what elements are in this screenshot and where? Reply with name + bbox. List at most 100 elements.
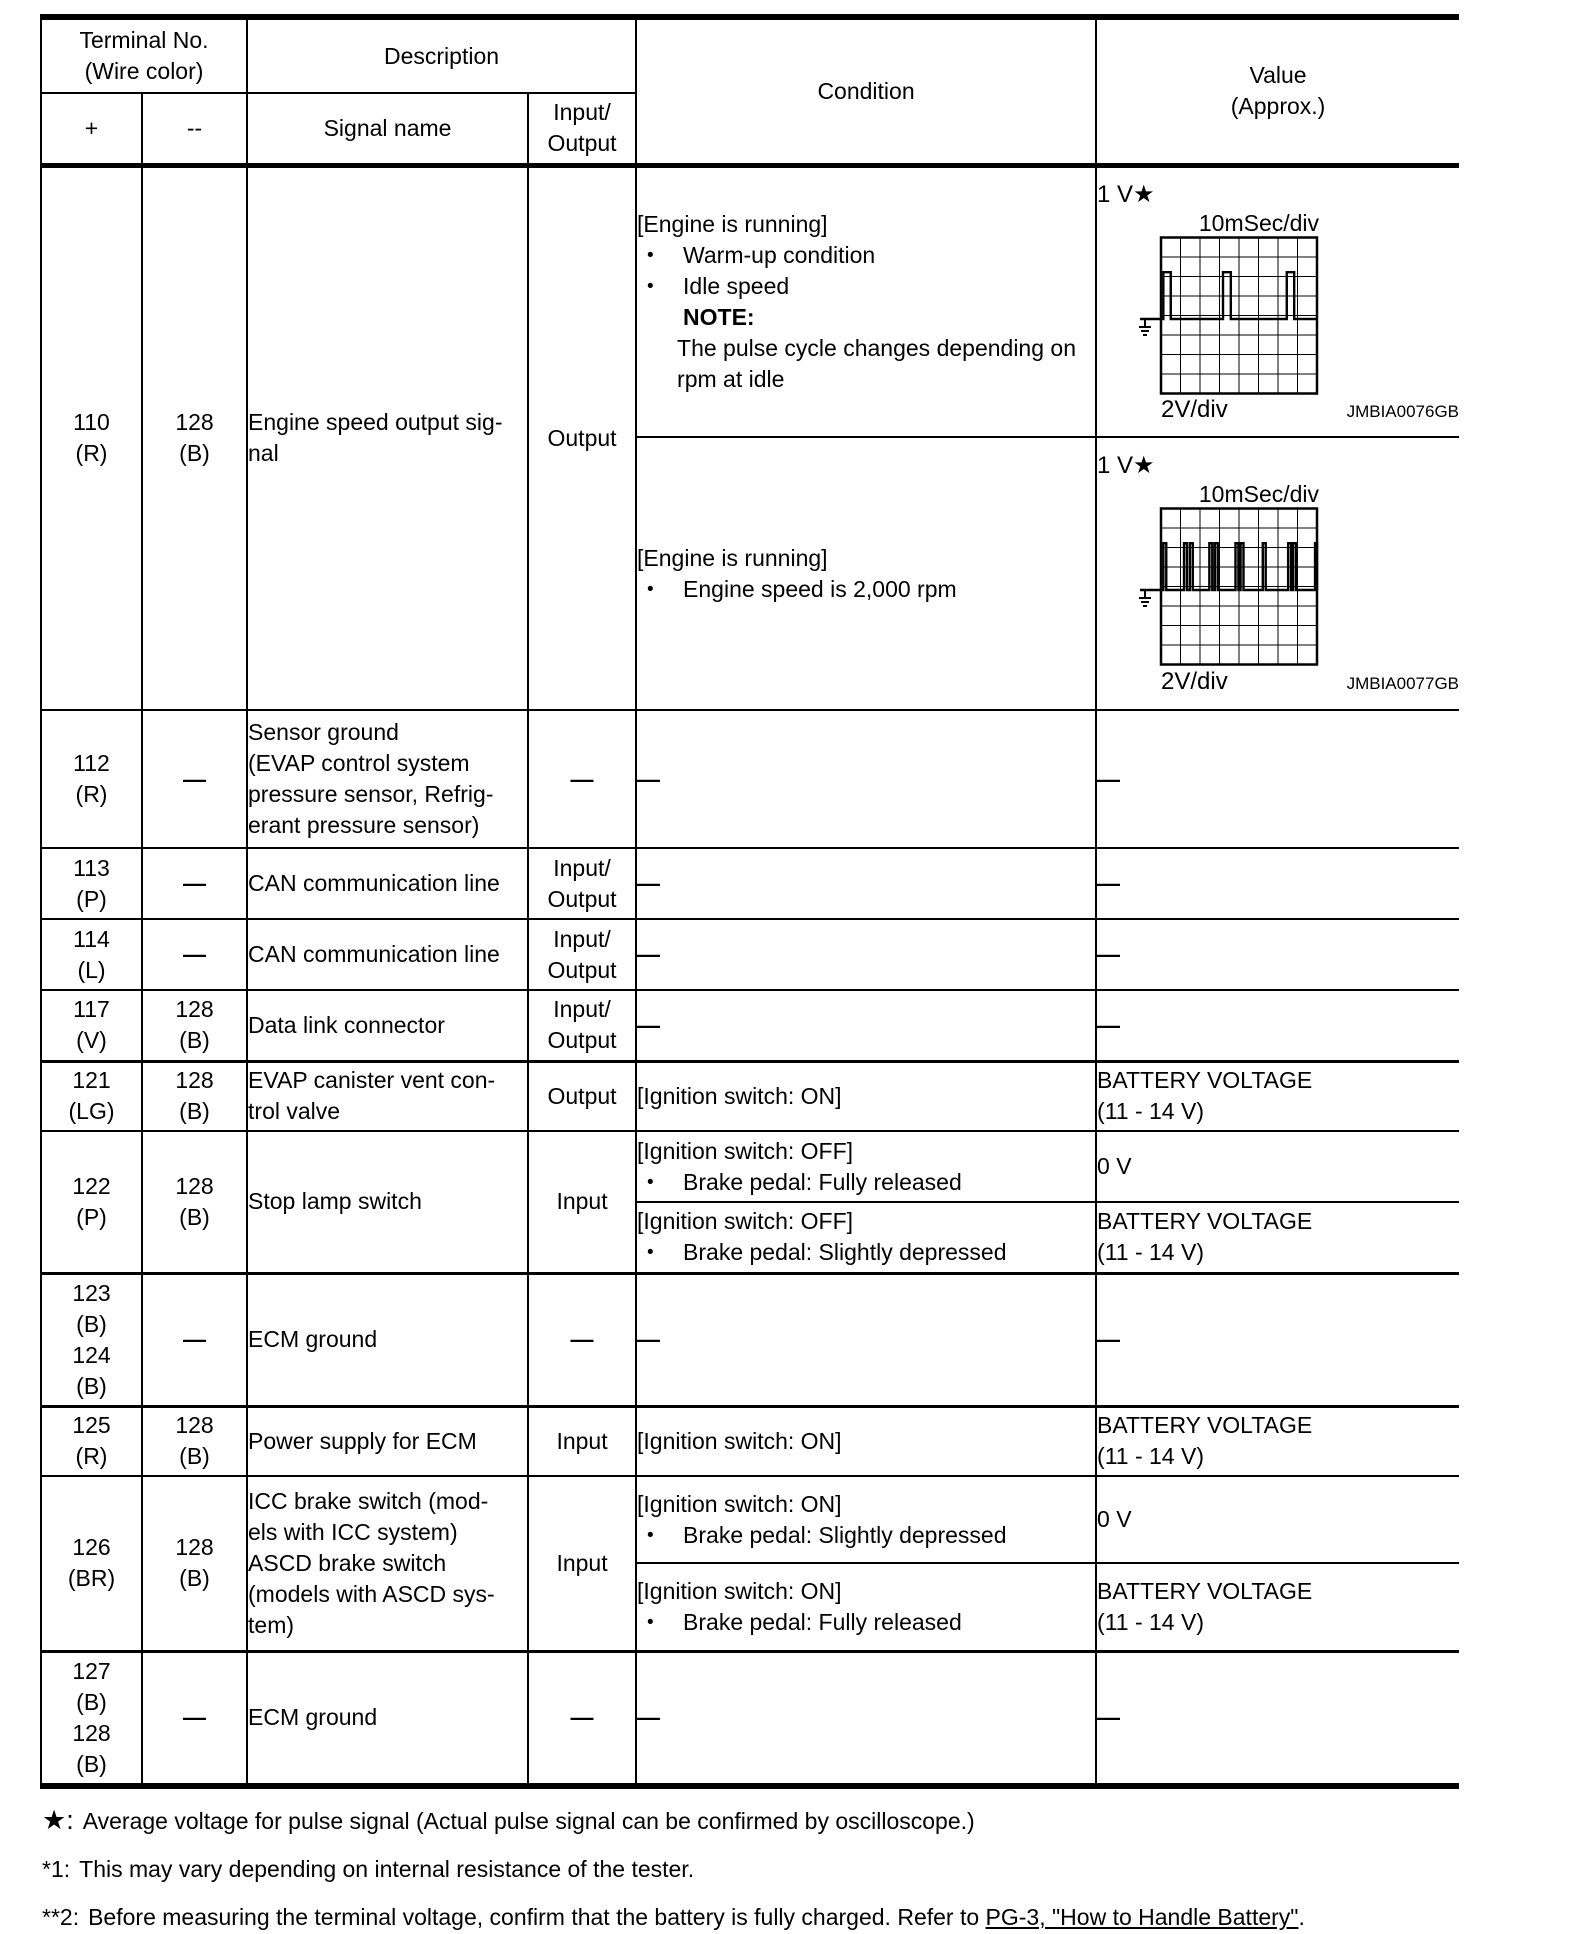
condition-state: [Engine is running]: [637, 544, 828, 571]
input-output: Input: [527, 1475, 638, 1652]
condition-state: [Ignition switch: ON]: [637, 1082, 842, 1109]
header-input-output: Input/ Output: [527, 92, 637, 168]
signal-name: CAN communication line: [246, 918, 530, 991]
signal-name: Sensor ground (EVAP control system press…: [246, 709, 530, 849]
signal-name: ECM ground: [246, 1271, 530, 1407]
input-output: Input: [527, 1404, 638, 1477]
terminal-plus: 110 (R): [40, 164, 143, 711]
value-label: 1 V★: [1097, 452, 1155, 480]
terminal-minus: 128 (B): [140, 164, 249, 711]
condition-cell: —: [635, 1271, 1098, 1407]
input-output: Input/ Output: [527, 847, 638, 920]
terminal-minus: 128 (B): [140, 1059, 249, 1132]
value-label: 1 V★: [1097, 180, 1155, 208]
table-row-123-124: 123 (B) 124 (B) — ECM ground — — —: [40, 1271, 1460, 1407]
condition-cell: [Ignition switch: ON] • Brake pedal: Slig…: [635, 1475, 1098, 1564]
condition-cell: —: [635, 918, 1098, 991]
table-row-121: 121 (LG) 128 (B) EVAP canister vent con-…: [40, 1059, 1460, 1132]
scope-x-scale: 10mSec/div: [1198, 209, 1320, 236]
header-signal-name: Signal name: [246, 92, 530, 168]
condition-cell: —: [635, 1649, 1098, 1787]
terminal-plus: 125 (R): [40, 1404, 143, 1477]
signal-name: CAN communication line: [246, 847, 530, 920]
condition-bullet: • Idle speed: [637, 271, 1095, 302]
bullet-icon: •: [647, 578, 654, 600]
table-row-126: 126 (BR) 128 (B) ICC brake switch (mod- …: [40, 1475, 1460, 1652]
value-cell: 1 V★ 10mSec/div 2V/div JMBIA0076GB: [1095, 164, 1460, 438]
value-cell: —: [1095, 1271, 1460, 1407]
condition-cell: —: [635, 989, 1098, 1062]
condition-cell: —: [635, 709, 1098, 849]
header-description: Description: [246, 16, 638, 94]
signal-name: Power supply for ECM: [246, 1404, 530, 1477]
value-cell: BATTERY VOLTAGE (11 - 14 V): [1095, 1562, 1460, 1652]
terminal-plus: 112 (R): [40, 709, 143, 849]
terminal-minus: 128 (B): [140, 1475, 249, 1652]
bullet-icon: •: [647, 275, 654, 297]
table-row-122: 122 (P) 128 (B) Stop lamp switch Input […: [40, 1130, 1460, 1274]
scope-x-scale: 10mSec/div: [1198, 481, 1320, 508]
header-value: Value (Approx.): [1095, 16, 1460, 168]
condition-state: [Ignition switch: ON]: [637, 1427, 842, 1454]
terminal-minus: —: [140, 709, 249, 849]
terminal-minus: —: [140, 1649, 249, 1787]
terminal-minus: —: [140, 847, 249, 920]
terminal-minus: 128 (B): [140, 1130, 249, 1274]
value-cell: —: [1095, 918, 1460, 991]
table-row-117: 117 (V) 128 (B) Data link connector Inpu…: [40, 989, 1460, 1062]
terminal-plus: 113 (P): [40, 847, 143, 920]
condition-bullet: • Engine speed is 2,000 rpm: [637, 574, 1095, 605]
oscilloscope-graph: [1139, 235, 1319, 395]
condition-cell: [Ignition switch: ON]: [635, 1059, 1098, 1132]
condition-bullet: • Brake pedal: Slightly depressed: [637, 1237, 1095, 1268]
header-plus: +: [40, 92, 143, 168]
terminal-plus: 114 (L): [40, 918, 143, 991]
terminal-plus: 127 (B) 128 (B): [40, 1649, 143, 1787]
signal-name: Data link connector: [246, 989, 530, 1062]
condition-cell: [Engine is running] • Engine speed is 2,0…: [635, 436, 1098, 711]
header-condition: Condition: [635, 16, 1098, 168]
input-output: —: [527, 1271, 638, 1407]
table-row-127-128: 127 (B) 128 (B) — ECM ground — — —: [40, 1649, 1460, 1787]
condition-bullet: • Brake pedal: Fully released: [637, 1167, 1095, 1198]
header-minus: --: [140, 92, 249, 168]
terminal-minus: 128 (B): [140, 1404, 249, 1477]
bullet-icon: •: [647, 1611, 654, 1633]
value-cell: BATTERY VOLTAGE (11 - 14 V): [1095, 1404, 1460, 1477]
condition-state: [Ignition switch: ON]: [637, 1490, 842, 1517]
terminal-plus: 121 (LG): [40, 1059, 143, 1132]
terminal-minus: —: [140, 918, 249, 991]
star-icon: ★:: [42, 1805, 74, 1835]
signal-name: EVAP canister vent con- trol valve: [246, 1059, 530, 1132]
table-row-125: 125 (R) 128 (B) Power supply for ECM Inp…: [40, 1404, 1460, 1477]
terminal-plus: 117 (V): [40, 989, 143, 1062]
condition-cell: [Engine is running] • Warm-up condition •…: [635, 164, 1098, 438]
signal-name: ICC brake switch (mod- els with ICC syst…: [246, 1475, 530, 1652]
table-row-122-sub2: [Ignition switch: OFF] • Brake pedal: Sli…: [41, 1201, 1460, 1274]
value-cell: —: [1095, 847, 1460, 920]
value-cell: 1 V★ 10mSec/div 2V/div JMBIA0077GB: [1095, 436, 1460, 711]
table-row-110: 110 (R) 128 (B) Engine speed output sig-…: [40, 164, 1460, 711]
footnotes: ★: Average voltage for pulse signal (Actu…: [42, 1805, 1584, 1933]
signal-name: Stop lamp switch: [246, 1130, 530, 1274]
table-row-110-sub2: [Engine is running] • Engine speed is 2,0…: [41, 436, 1460, 711]
table-row-126-sub2: [Ignition switch: ON] • Brake pedal: Full…: [41, 1562, 1460, 1652]
value-cell: —: [1095, 1649, 1460, 1787]
footnote-2: **2: Before measuring the terminal voltag…: [42, 1904, 1305, 1930]
condition-cell: —: [635, 847, 1098, 920]
terminal-plus: 126 (BR): [40, 1475, 143, 1652]
value-cell: BATTERY VOLTAGE (11 - 14 V): [1095, 1059, 1460, 1132]
input-output: Output: [527, 164, 638, 711]
scope-y-scale: 2V/div: [1161, 396, 1228, 423]
note-text: The pulse cycle changes depending on rpm…: [677, 334, 1076, 392]
header-terminal-no: Terminal No. (Wire color): [39, 16, 249, 94]
pg3-link[interactable]: PG-3, "How to Handle Battery": [985, 1904, 1299, 1930]
bullet-icon: •: [647, 1171, 654, 1193]
value-cell: —: [1095, 989, 1460, 1062]
condition-state: [Ignition switch: ON]: [637, 1577, 842, 1604]
terminal-minus: 128 (B): [140, 989, 249, 1062]
input-output: Input: [527, 1130, 638, 1274]
scope-y-scale: 2V/div: [1161, 667, 1228, 695]
table-row-114: 114 (L) — CAN communication line Input/ …: [40, 918, 1460, 991]
